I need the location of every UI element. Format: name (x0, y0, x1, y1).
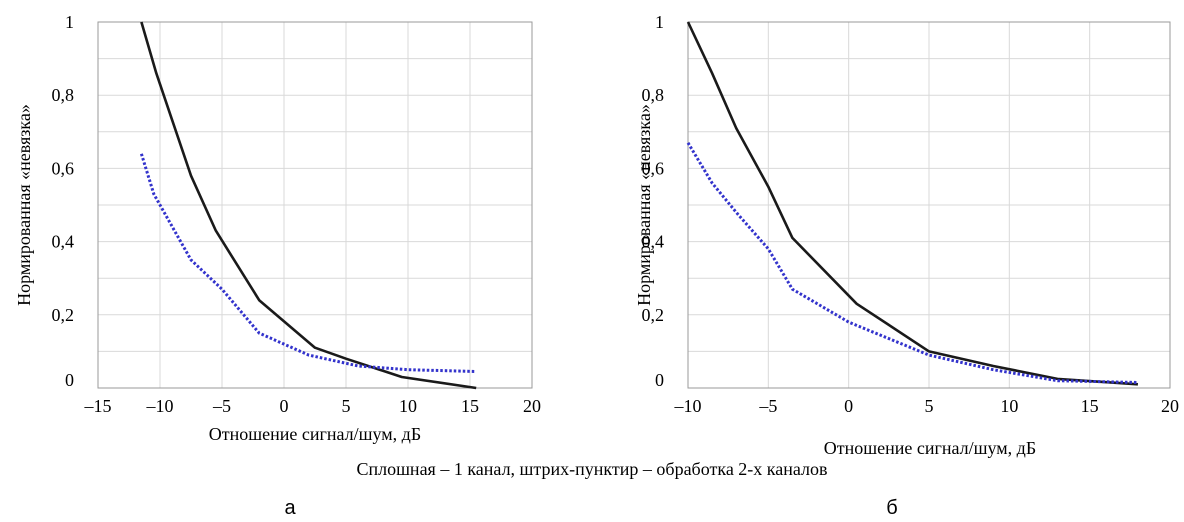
x-axis-title: Отношение сигнал/шум, дБ (209, 424, 421, 444)
x-tick-label: –5 (212, 396, 231, 416)
chart-panel-b: –10 –5 0 5 10 15 20 0 0,2 0,4 0,6 0,8 1 Отношение сиг… (634, 12, 1179, 519)
y-tick-label: 0,4 (52, 232, 75, 252)
y-tick-label: 0,2 (642, 305, 665, 325)
y-tick-label: 0,6 (52, 158, 75, 178)
series-line-dotted (139, 153, 477, 373)
chart-panel-a: –15 –10 –5 0 5 10 15 20 0 0,2 0,4 0,6 0,8 1 Отношение … (14, 12, 541, 519)
y-tick-label: 0,8 (52, 85, 75, 105)
x-tick-label: 10 (399, 396, 417, 416)
x-tick-label: –10 (146, 396, 174, 416)
x-tick-label: 15 (461, 396, 479, 416)
figure-caption: Сплошная – 1 канал, штрих-пунктир – обра… (356, 459, 827, 479)
x-tick-label: 0 (844, 396, 853, 416)
y-tick-label: 0 (655, 370, 664, 390)
y-tick-label: 0,6 (642, 158, 665, 178)
y-tick-label: 0 (65, 370, 74, 390)
x-tick-label: –15 (84, 396, 112, 416)
y-axis-title: Нормированная «невязка» (634, 104, 654, 306)
y-tick-label: 1 (655, 12, 664, 32)
plot-frame (687, 21, 1171, 389)
x-tick-label: 10 (1000, 396, 1018, 416)
x-tick-label: 20 (1161, 396, 1179, 416)
y-tick-label: 0,2 (52, 305, 75, 325)
x-tick-label: 5 (925, 396, 934, 416)
panel-label: а (284, 497, 296, 519)
y-tick-label: 1 (65, 12, 74, 32)
x-tick-label: 15 (1081, 396, 1099, 416)
x-tick-label: –5 (758, 396, 777, 416)
y-axis-title: Нормированная «невязка» (14, 104, 34, 306)
y-tick-label: 0,8 (642, 85, 665, 105)
panel-label: б (886, 497, 897, 519)
series-line-dotted (686, 142, 1138, 384)
x-tick-label: –10 (674, 396, 702, 416)
x-tick-label: 20 (523, 396, 541, 416)
x-axis-title: Отношение сигнал/шум, дБ (824, 438, 1036, 458)
series-line-solid (686, 21, 1138, 386)
y-tick-label: 0,4 (642, 232, 665, 252)
x-tick-label: 0 (280, 396, 289, 416)
plot-frame (97, 21, 533, 389)
x-tick-label: 5 (342, 396, 351, 416)
